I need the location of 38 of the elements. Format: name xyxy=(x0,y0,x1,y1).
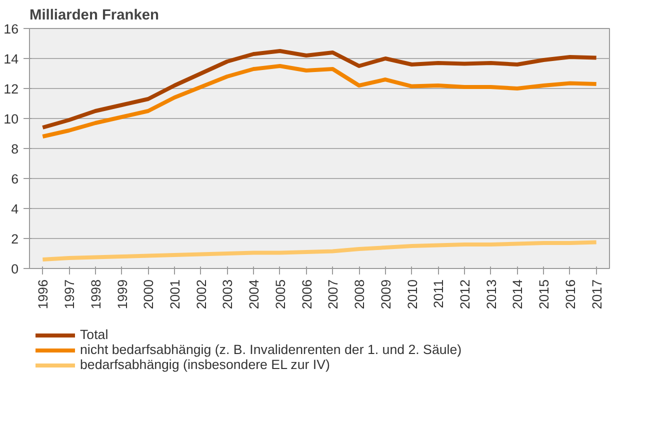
y-tick-label: 10 xyxy=(4,112,19,126)
legend-label: Total xyxy=(80,327,108,342)
x-tick-label: 2006 xyxy=(299,279,314,310)
x-tick-label: 2008 xyxy=(352,279,368,310)
x-tick-label: 2000 xyxy=(141,279,156,310)
x-tick-label: 2013 xyxy=(484,279,499,310)
x-tick-label: 1998 xyxy=(88,279,104,310)
x-tick-label: 1996 xyxy=(36,279,51,310)
line-series xyxy=(40,49,598,130)
y-tick-label: 8 xyxy=(11,142,19,156)
x-tick-label: 2001 xyxy=(168,279,182,310)
legend-label: nicht bedarfsabhängig (z. B. Invalidenrenten der 1. und 2. Säule) xyxy=(80,342,462,357)
x-tick-label: 2002 xyxy=(194,279,209,310)
y-tick-label: 4 xyxy=(11,202,20,216)
chart-title: Milliarden Franken xyxy=(30,8,160,24)
x-tick-label: 2015 xyxy=(536,279,552,310)
y-tick-label: 0 xyxy=(11,262,19,276)
y-tick-label: 14 xyxy=(4,52,20,66)
x-tick-label: 2005 xyxy=(272,279,288,310)
x-tick-label: 1997 xyxy=(62,279,78,310)
y-tick-label: 16 xyxy=(4,22,19,36)
x-tick-label: 2007 xyxy=(326,279,341,310)
y-tick-label: 6 xyxy=(11,172,19,186)
x-tick-label: 2010 xyxy=(404,279,420,310)
x-tick-label: 2012 xyxy=(458,279,472,310)
x-tick-label: 2014 xyxy=(510,278,526,310)
x-tick-label: 1999 xyxy=(114,279,130,310)
x-tick-label: 2017 xyxy=(589,279,604,310)
x-tick-label: 2016 xyxy=(562,279,578,310)
legend-label: bedarfsabhängig (insbesondere EL zur IV) xyxy=(80,357,330,372)
y-tick-label: 12 xyxy=(4,82,19,96)
line-series xyxy=(40,240,598,262)
x-tick-label: 2004 xyxy=(246,278,262,310)
x-tick-label: 2011 xyxy=(431,279,446,308)
x-tick-label: 2003 xyxy=(220,279,236,310)
x-tick-label: 2009 xyxy=(378,279,394,310)
line-series xyxy=(40,64,598,138)
y-tick-label: 2 xyxy=(11,232,19,246)
